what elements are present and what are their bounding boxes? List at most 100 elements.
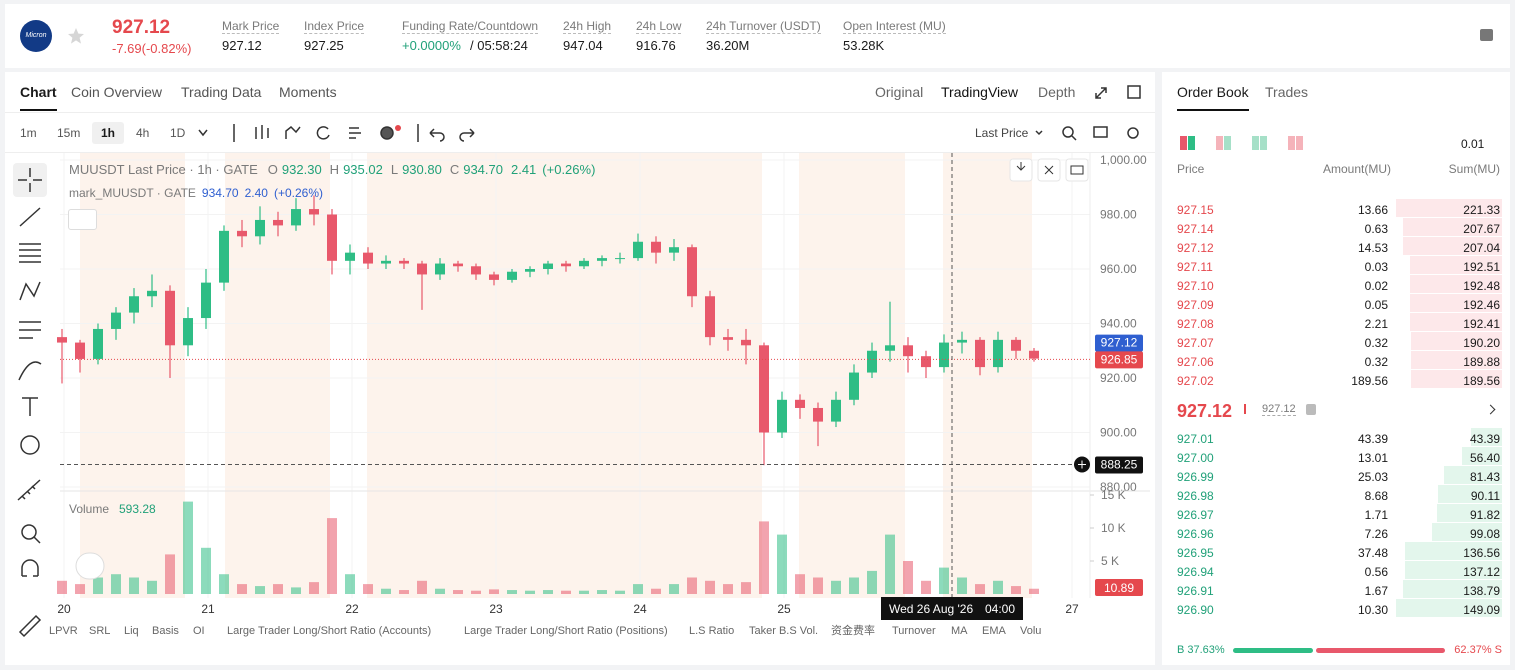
volume-bar [795,574,805,594]
indicator[interactable]: Liq [124,625,139,637]
book-sum: 81.43 [1469,470,1500,484]
indicator[interactable]: OI [193,625,205,637]
book-mode[interactable] [1252,136,1259,150]
book-price: 926.94 [1177,565,1214,579]
volume-bar [435,588,445,594]
volume-bar [291,587,301,594]
book-amount: 25.03 [1357,470,1388,484]
book-price: 926.97 [1177,508,1214,522]
drawing-tools[interactable] [10,160,54,640]
stat-value: 927.12 [222,38,262,53]
volume-bar [363,584,373,594]
precision[interactable]: 0.01 [1461,137,1485,151]
book-mode[interactable] [1180,136,1187,150]
candle-body [597,258,607,261]
candle-body [453,263,463,267]
depth-bar [1410,332,1502,350]
book-amount: 13.01 [1357,451,1388,465]
volume-bar [921,580,931,594]
book-tab[interactable]: Trades [1265,84,1309,100]
book-amount: 0.56 [1364,565,1388,579]
book-price: 927.10 [1177,279,1214,293]
interval[interactable]: 4h [136,126,150,140]
favorite-star[interactable] [66,26,86,46]
collapse-btn[interactable] [68,209,97,230]
book-mode[interactable] [1188,136,1195,150]
sell-bar [1315,648,1445,653]
depth-bar [1431,523,1502,541]
book-mode[interactable] [1260,136,1267,150]
mid-icon [1306,404,1316,415]
interval[interactable]: 1h [92,122,125,144]
indicator[interactable]: L.S Ratio [689,625,735,637]
chart-tab[interactable]: Trading Data [181,84,262,100]
book-sum: 221.33 [1463,203,1500,217]
interval[interactable]: 1m [20,126,37,140]
price-type[interactable]: Last Price [975,126,1029,140]
candle-body [669,247,679,253]
mark-title: mark_MUUSDT · GATE [69,186,196,200]
divider [5,112,1155,113]
volume-bar [777,534,787,594]
book-price: 927.07 [1177,336,1214,350]
indicator[interactable]: Large Trader Long/Short Ratio (Positions… [464,625,668,637]
book-sum: 91.82 [1469,508,1500,522]
interval[interactable]: 1D [170,126,186,140]
indicator[interactable]: 资金费率 [831,625,875,637]
candle-body [147,290,157,297]
volume-bar [75,584,85,594]
chart-tab[interactable]: Moments [279,84,337,100]
candle-body [975,339,985,368]
depth-bar [1404,542,1502,560]
depth-bar [1411,370,1502,388]
book-mode[interactable] [1224,136,1231,150]
candle-body [111,312,121,329]
indicator[interactable]: Turnover [892,625,936,637]
book-mode[interactable] [1288,136,1295,150]
volume-bar [903,561,913,594]
volume-tag: 10.89 [1104,581,1134,595]
candle-body [327,214,337,261]
indicator[interactable]: SRL [89,625,111,637]
chart-tab[interactable]: Coin Overview [71,84,163,100]
volume-bar [741,582,751,594]
candle-body [75,342,85,359]
chart-tab[interactable]: Chart [20,85,57,111]
book-mode[interactable] [1216,136,1223,150]
volume-bar [201,547,211,594]
view-tab[interactable]: Original [875,84,924,100]
indicator[interactable]: EMA [982,625,1006,637]
y-tick-label: 960.00 [1100,262,1137,276]
y-tick-label: 980.00 [1100,208,1137,222]
indicator[interactable]: Volu [1020,625,1042,637]
depth-bar [1444,466,1502,484]
view-tab[interactable]: TradingView [941,84,1019,100]
candle-body [543,263,553,269]
mid-mark: 927.12 [1262,403,1296,416]
volume-bar [57,580,67,594]
book-price: 926.98 [1177,489,1214,503]
book-mode[interactable] [1296,136,1303,150]
toolbar-icons[interactable] [0,121,1150,145]
book-sum: 207.67 [1463,222,1500,236]
ohlc-value: 934.70 [463,162,503,177]
candle-body [255,219,265,237]
panel-icons[interactable] [1094,84,1154,102]
volume-bar [831,580,841,594]
indicator[interactable]: Taker B.S Vol. [749,625,819,637]
x-tick-label: 22 [345,602,359,616]
book-tab[interactable]: Order Book [1177,85,1249,111]
volume-bar [219,574,229,594]
view-tab[interactable]: Depth [1038,84,1076,100]
legend-change-pct: (+0.26%) [542,162,596,177]
indicator[interactable]: Basis [152,625,179,637]
volume-bar [651,588,661,594]
book-sum: 192.41 [1463,317,1500,331]
volume-bar [453,590,463,594]
indicator[interactable]: LPVR [49,625,78,637]
indicator[interactable]: MA [951,625,968,637]
indicator[interactable]: Large Trader Long/Short Ratio (Accounts) [227,625,432,637]
header-icon[interactable] [1480,29,1493,41]
interval[interactable]: 15m [57,126,81,140]
